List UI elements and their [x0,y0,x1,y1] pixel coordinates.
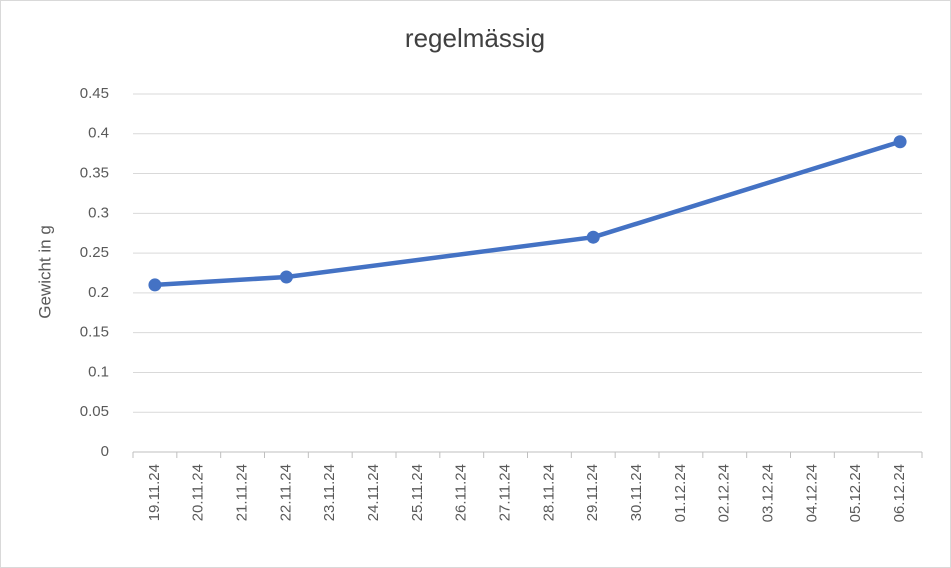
data-point [586,230,600,244]
y-tick-label: 0.2 [88,284,109,301]
x-tick-label: 05.12.24 [847,464,864,522]
x-tick-label: 21.11.24 [234,464,251,521]
y-tick-label: 0.05 [80,403,109,420]
y-tick-label: 0 [101,443,109,460]
data-point [893,135,907,149]
y-tick-label: 0.45 [80,85,109,102]
x-tick-label: 28.11.24 [540,464,557,521]
y-tick-label: 0.4 [88,125,109,142]
y-axis-label: Gewicht in g [35,225,54,319]
x-tick-label: 01.12.24 [672,464,689,522]
y-tick-label: 0.1 [88,363,109,380]
line-series [152,139,903,288]
x-tick-label: 20.11.24 [190,464,207,521]
x-tick-label: 24.11.24 [365,464,382,521]
data-point [148,278,162,292]
x-tick-label: 30.11.24 [628,464,645,521]
x-tick-label: 19.11.24 [146,464,163,521]
x-tick-label: 03.12.24 [760,464,777,522]
x-tick-label: 23.11.24 [321,464,338,521]
y-tick-label: 0.35 [80,165,109,182]
y-tick-label: 0.15 [80,324,109,341]
chart-title: regelmässig [405,23,545,53]
x-tick-label: 25.11.24 [409,464,426,521]
y-tick-label: 0.3 [88,204,109,221]
x-tick-label: 22.11.24 [277,464,294,521]
x-tick-label: 02.12.24 [716,464,733,522]
x-tick-label: 06.12.24 [891,464,908,522]
y-tick-label: 0.25 [80,244,109,261]
x-tick-label: 29.11.24 [584,464,601,521]
x-tick-label: 26.11.24 [453,464,470,521]
x-tick-label: 04.12.24 [803,464,820,522]
x-tick-label: 27.11.24 [497,464,514,521]
data-point [279,270,293,284]
